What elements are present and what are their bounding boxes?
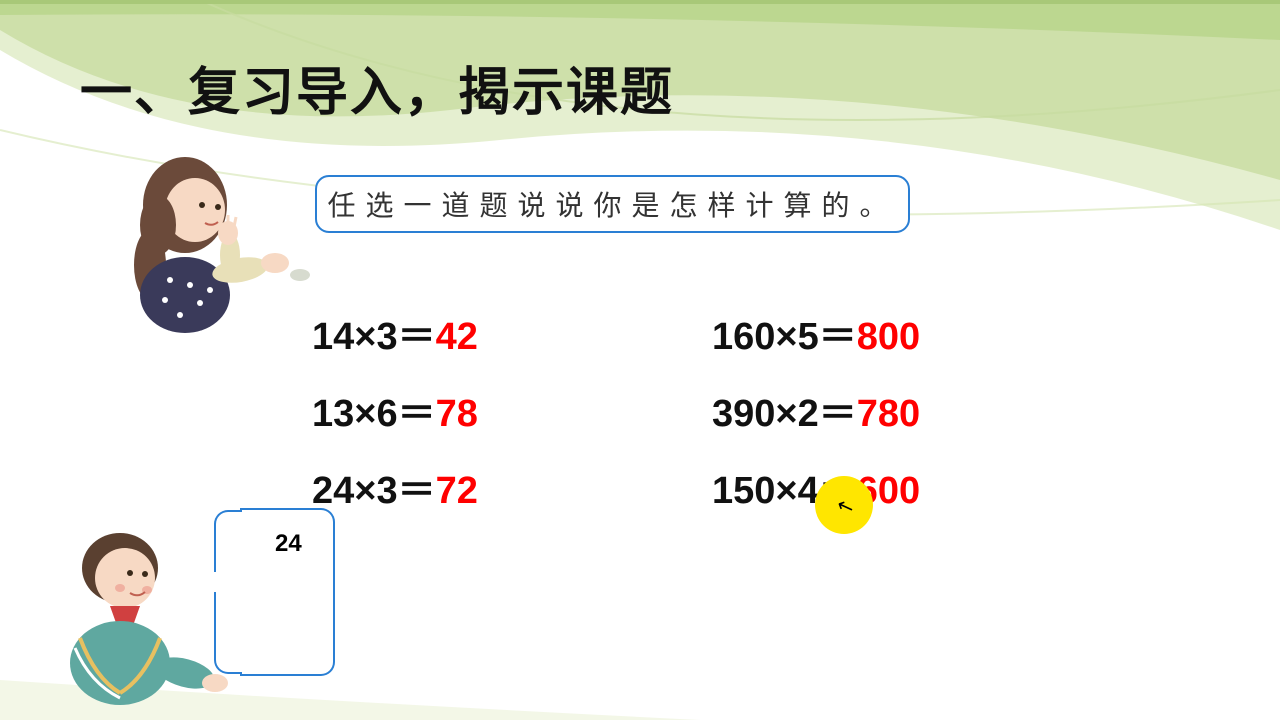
student-speech-bubble: 24: [240, 508, 335, 676]
equation-row: 24×3＝72 150×4＝600: [312, 459, 1062, 514]
equation-row: 13×6＝78 390×2＝780: [312, 382, 1062, 437]
equation: 13×6＝78: [312, 382, 712, 437]
equation: 24×3＝72: [312, 459, 712, 514]
student-speech-text: 24: [275, 530, 302, 557]
teacher-speech-text: 任选一道题说说你是怎样计算的。: [327, 184, 897, 224]
equations-grid: 14×3＝42 160×5＝800 13×6＝78 390×2＝780 24×3…: [312, 305, 1062, 536]
equation-row: 14×3＝42 160×5＝800: [312, 305, 1062, 360]
page-title: 一、复习导入，揭示课题: [80, 50, 674, 125]
equation: 160×5＝800: [712, 305, 920, 360]
student-illustration: [45, 518, 235, 708]
teacher-illustration: [100, 155, 320, 335]
teacher-speech-bubble: 任选一道题说说你是怎样计算的。: [315, 175, 910, 233]
equation: 14×3＝42: [312, 305, 712, 360]
equation: 390×2＝780: [712, 382, 920, 437]
